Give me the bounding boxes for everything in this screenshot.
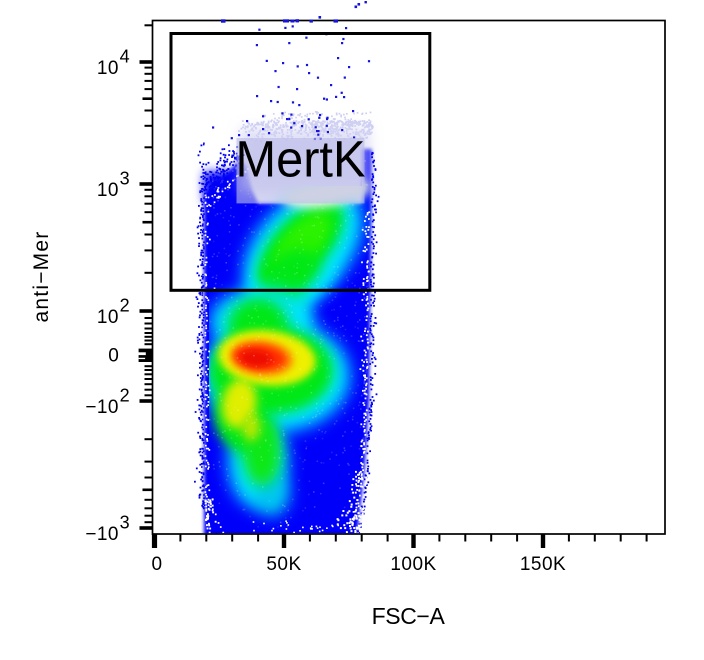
svg-text:0: 0 bbox=[152, 554, 163, 575]
svg-text:anti−Mer: anti−Mer bbox=[30, 231, 53, 323]
svg-text:10: 10 bbox=[97, 180, 119, 201]
svg-text:10: 10 bbox=[97, 307, 119, 328]
svg-text:−10: −10 bbox=[85, 524, 118, 545]
svg-text:FSC−A: FSC−A bbox=[372, 603, 446, 629]
svg-text:4: 4 bbox=[120, 47, 130, 67]
svg-text:0: 0 bbox=[108, 346, 119, 367]
svg-text:2: 2 bbox=[120, 386, 130, 406]
svg-text:100K: 100K bbox=[390, 554, 436, 575]
svg-text:3: 3 bbox=[120, 169, 130, 189]
svg-text:50K: 50K bbox=[266, 554, 301, 575]
svg-text:MertK: MertK bbox=[236, 131, 366, 188]
svg-text:10: 10 bbox=[97, 58, 119, 79]
svg-text:2: 2 bbox=[120, 296, 130, 316]
svg-text:−10: −10 bbox=[85, 397, 118, 418]
svg-text:150K: 150K bbox=[520, 554, 566, 575]
svg-text:3: 3 bbox=[120, 513, 130, 533]
